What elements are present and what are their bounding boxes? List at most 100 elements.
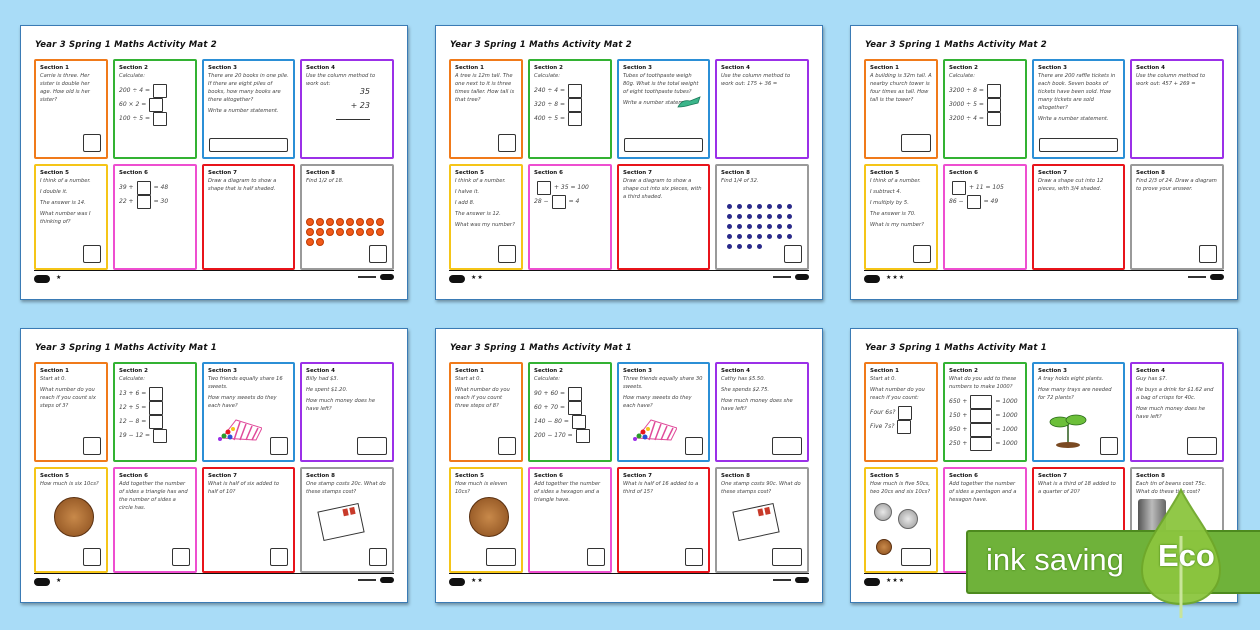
answer-box[interactable] <box>153 429 168 443</box>
answer-box[interactable] <box>571 415 586 429</box>
section-4: Section 4 Cathy has $5.50. She spends $2.7… <box>715 362 809 462</box>
answer-box[interactable] <box>897 420 912 434</box>
equation-text: 950 + <box>949 426 968 433</box>
column-method: 35 + 23 <box>336 85 370 120</box>
difficulty-stars: ★★★ <box>886 274 906 281</box>
section-2: Section 2 Calculate: 200 ÷ 4 = 60 × 2 = 100 … <box>113 59 197 159</box>
answer-box[interactable] <box>83 548 101 566</box>
answer-box[interactable] <box>369 548 387 566</box>
counter-dot <box>316 218 324 226</box>
answer-box[interactable] <box>1187 437 1217 455</box>
answer-box[interactable] <box>209 138 288 152</box>
answer-box[interactable] <box>83 134 101 152</box>
answer-box[interactable] <box>270 548 288 566</box>
answer-box[interactable] <box>784 245 802 263</box>
answer-box[interactable] <box>624 138 703 152</box>
section-heading: Section 8 <box>306 473 335 479</box>
answer-box[interactable] <box>149 401 164 415</box>
answer-box[interactable] <box>970 409 993 423</box>
question-text: Two friends equally share 16 sweets. <box>208 376 283 390</box>
answer-box[interactable] <box>149 387 164 401</box>
section-heading: Section 2 <box>534 65 563 71</box>
equation-text: = 48 <box>153 184 169 191</box>
answer-box[interactable] <box>587 548 605 566</box>
question-text: How much money does he have left? <box>306 398 376 412</box>
question-text: What number was I thinking of? <box>40 211 91 225</box>
answer-box[interactable] <box>568 401 583 415</box>
answer-box[interactable] <box>568 387 583 401</box>
question-text: Use the column method to work out: 457 +… <box>1136 73 1206 87</box>
section-heading: Section 4 <box>306 368 335 374</box>
answer-box[interactable] <box>568 112 583 126</box>
answer-box[interactable] <box>551 195 566 209</box>
twinkl-logo-small <box>1210 274 1224 280</box>
answer-box[interactable] <box>986 84 1001 98</box>
answer-box[interactable] <box>136 195 151 209</box>
answer-box[interactable] <box>1100 437 1118 455</box>
answer-box[interactable] <box>772 437 802 455</box>
counter-dot <box>306 228 314 236</box>
equation-list: + 11 = 105 86 − = 49 <box>949 181 1021 209</box>
answer-box[interactable] <box>369 245 387 263</box>
answer-box[interactable] <box>952 181 966 195</box>
section-heading: Section 5 <box>455 473 484 479</box>
answer-box[interactable] <box>568 84 583 98</box>
answer-box[interactable] <box>970 423 993 437</box>
answer-box[interactable] <box>270 437 288 455</box>
section-heading: Section 6 <box>949 170 978 176</box>
section-heading: Section 4 <box>721 368 750 374</box>
answer-box[interactable] <box>575 429 590 443</box>
section-heading: Section 5 <box>40 473 69 479</box>
answer-box[interactable] <box>83 437 101 455</box>
answer-box[interactable] <box>986 112 1001 126</box>
equation-text: 200 ÷ 4 = <box>119 87 151 94</box>
answer-box[interactable] <box>498 134 516 152</box>
question-text: Draw a shape cut into 12 pieces, with 3/… <box>1038 178 1104 192</box>
answer-box[interactable] <box>685 548 703 566</box>
answer-box[interactable] <box>970 437 993 451</box>
counter-dot <box>306 218 314 226</box>
envelope-image <box>317 502 365 542</box>
counter-dot <box>366 228 374 236</box>
answer-box[interactable] <box>83 245 101 263</box>
answer-box[interactable] <box>1199 245 1217 263</box>
answer-box[interactable] <box>486 548 516 566</box>
answer-box[interactable] <box>901 134 931 152</box>
equation-row: 140 − 80 = <box>534 415 606 429</box>
answer-box[interactable] <box>149 415 164 429</box>
answer-box[interactable] <box>153 84 168 98</box>
answer-box[interactable] <box>568 98 583 112</box>
answer-box[interactable] <box>172 548 190 566</box>
counter-dot <box>776 213 782 219</box>
question-text: I subtract 4. <box>870 189 902 195</box>
column-number: + 23 <box>350 101 370 110</box>
counter-dot <box>736 233 742 239</box>
section-8: Section 8 Find 1/2 of 18. <box>300 164 394 270</box>
answer-box[interactable] <box>537 181 551 195</box>
question-text: Start at 0. <box>870 376 897 382</box>
answer-box[interactable] <box>966 195 981 209</box>
answer-box[interactable] <box>898 406 913 420</box>
answer-box[interactable] <box>149 98 164 112</box>
answer-box[interactable] <box>913 245 931 263</box>
equation-row: 3200 ÷ 4 = <box>949 112 1021 126</box>
answer-box[interactable] <box>498 437 516 455</box>
answer-box[interactable] <box>901 548 931 566</box>
twinkl-logo <box>34 275 50 283</box>
question-text: One stamp costs 20c. What do these stamp… <box>306 481 386 495</box>
mat-footer: ★ <box>34 573 394 592</box>
answer-box[interactable] <box>1039 138 1118 152</box>
answer-box[interactable] <box>357 437 387 455</box>
question-text: There are 200 raffle tickets in each boo… <box>1038 73 1116 111</box>
answer-box[interactable] <box>153 112 168 126</box>
question-text: What number do you reach if you count si… <box>40 387 96 409</box>
section-4: Section 4 Billy had $3. He spent $1.20. How… <box>300 362 394 462</box>
answer-box[interactable] <box>772 548 802 566</box>
answer-box[interactable] <box>685 437 703 455</box>
answer-box[interactable] <box>498 245 516 263</box>
answer-box[interactable] <box>986 98 1001 112</box>
answer-box[interactable] <box>136 181 151 195</box>
answer-box[interactable] <box>970 395 993 409</box>
counter-dot <box>776 223 782 229</box>
question-text: Write a number statement. <box>1038 116 1109 122</box>
